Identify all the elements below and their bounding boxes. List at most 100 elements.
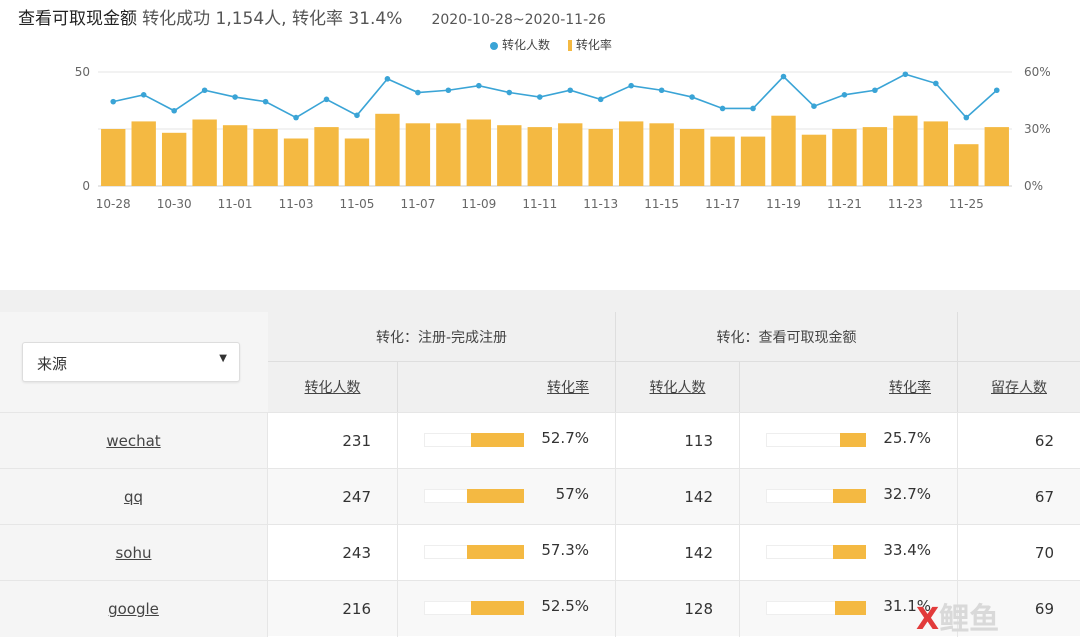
- line-point: [293, 114, 299, 121]
- rate-bar-fill: [467, 545, 524, 559]
- reg-count-text: 216: [342, 600, 371, 618]
- x-tick-label: 11-15: [644, 197, 679, 211]
- cash-count-text: 142: [684, 544, 713, 562]
- x-tick-label: 11-17: [705, 197, 740, 211]
- group-header-register: 转化：注册-完成注册: [268, 312, 616, 362]
- line-point: [506, 89, 513, 96]
- group-header-label: 转化：查看可取现金额: [716, 329, 857, 346]
- date-range[interactable]: 2020-10-28~2020-11-26: [431, 12, 606, 28]
- rate-value: 57%: [555, 485, 589, 503]
- series-line: [113, 73, 998, 119]
- reg-count-text: 231: [342, 432, 371, 450]
- bar-mark: [954, 144, 979, 186]
- cash-count: 142: [616, 469, 740, 525]
- retained-count: 67: [958, 469, 1080, 525]
- bar-mark: [497, 125, 522, 186]
- bar-mark: [314, 127, 339, 186]
- bar-mark: [862, 127, 888, 186]
- line-point: [171, 107, 177, 114]
- retained-count-text: 69: [1034, 600, 1054, 618]
- rate-bar-fill: [471, 433, 524, 447]
- x-tick-label: 11-11: [522, 197, 557, 211]
- bar-mark: [405, 123, 431, 186]
- source-link-text[interactable]: google: [108, 600, 159, 618]
- retained-count: 70: [958, 525, 1080, 581]
- line-point: [384, 76, 391, 82]
- y-right-tick-label: 0%: [1024, 179, 1043, 193]
- y-left-tick-label: 50: [75, 65, 90, 79]
- group-header-cash: 转化：查看可取现金额: [616, 312, 958, 362]
- rate-bar-fill: [840, 433, 866, 447]
- source-link[interactable]: sohu: [0, 525, 268, 581]
- line-point: [567, 87, 574, 94]
- source-link-text[interactable]: wechat: [106, 432, 161, 450]
- rate-bar-fill: [835, 601, 866, 615]
- bar-legend-marker: [567, 40, 572, 51]
- x-tick-label: 10-28: [96, 197, 131, 211]
- line-point: [811, 103, 817, 109]
- line-legend-marker: [490, 41, 498, 50]
- line-point: [262, 98, 269, 105]
- bar-mark: [558, 123, 583, 186]
- rate-value: 52.5%: [541, 597, 589, 615]
- cash-rate-cell: 32.7%: [740, 469, 958, 525]
- bar-mark: [649, 123, 674, 186]
- source-link-text[interactable]: qq: [123, 488, 144, 506]
- cash-count: 113: [616, 413, 740, 469]
- bar-mark: [618, 121, 644, 186]
- rate-value: 52.7%: [541, 429, 589, 447]
- x-tick-label: 11-19: [766, 197, 801, 211]
- legend-bar-label[interactable]: 转化率: [575, 38, 612, 52]
- source-link-text[interactable]: sohu: [115, 544, 152, 562]
- source-link[interactable]: qq: [0, 469, 268, 525]
- x-tick-label: 11-09: [461, 197, 496, 211]
- rate-bar-fill: [833, 489, 866, 503]
- bar-mark: [527, 127, 552, 186]
- x-tick-label: 11-25: [949, 197, 984, 211]
- rate-value: 57.3%: [541, 541, 589, 559]
- source-link[interactable]: google: [0, 581, 268, 637]
- table-row: wechat 231 52.7% 113 25.7% 62: [0, 412, 1080, 469]
- reg-rate-cell: 57.3%: [398, 525, 616, 581]
- col-header-reg-count[interactable]: 转化人数: [268, 362, 398, 412]
- reg-count: 216: [268, 581, 398, 637]
- rate-value: 25.7%: [883, 429, 931, 447]
- bar-mark: [984, 127, 1009, 186]
- legend-line-label[interactable]: 转化人数: [502, 38, 551, 52]
- line-point: [963, 114, 970, 121]
- rate-bar-fill: [471, 601, 524, 615]
- col-header-reg-rate[interactable]: 转化率: [398, 362, 616, 412]
- line-point: [476, 82, 482, 89]
- source-select-value: 来源: [37, 355, 68, 373]
- rate-value: 33.4%: [883, 541, 931, 559]
- metric-summary: 转化成功 1,154人, 转化率 31.4%: [142, 9, 403, 29]
- reg-rate-cell: 52.5%: [398, 581, 616, 637]
- line-point: [689, 94, 695, 100]
- bar-mark: [344, 138, 370, 186]
- table-row: google 216 52.5% 128 31.1% 69: [0, 580, 1080, 637]
- retained-count-text: 67: [1034, 488, 1054, 506]
- source-link[interactable]: wechat: [0, 413, 268, 469]
- reg-rate-cell: 52.7%: [398, 413, 616, 469]
- bar-mark: [192, 119, 217, 186]
- line-point: [354, 112, 360, 119]
- x-tick-label: 11-01: [218, 197, 253, 211]
- bar-mark: [161, 132, 187, 186]
- source-select[interactable]: 来源 ▼: [22, 342, 240, 382]
- col-header-cash-count[interactable]: 转化人数: [616, 362, 740, 412]
- bar-mark: [771, 115, 796, 186]
- cash-rate-cell: 33.4%: [740, 525, 958, 581]
- cash-count-text: 128: [684, 600, 713, 618]
- bar-mark: [832, 129, 857, 186]
- line-point: [597, 96, 604, 103]
- reg-count-text: 247: [342, 488, 371, 506]
- bar-mark: [710, 136, 735, 186]
- col-header-retained[interactable]: 留存人数: [958, 362, 1080, 412]
- rate-value: 32.7%: [883, 485, 931, 503]
- rate-value: 31.1%: [883, 597, 931, 615]
- bar-mark: [253, 129, 278, 186]
- line-point: [323, 96, 330, 103]
- cash-count: 128: [616, 581, 740, 637]
- cash-rate-cell: 31.1%: [740, 581, 958, 637]
- col-header-cash-rate[interactable]: 转化率: [740, 362, 958, 412]
